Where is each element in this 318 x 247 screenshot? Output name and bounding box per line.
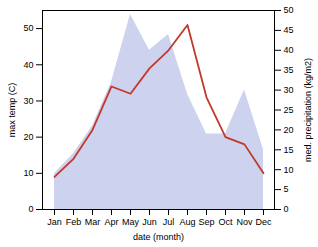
svg-text:5: 5	[284, 184, 289, 194]
svg-text:30: 30	[284, 85, 294, 95]
svg-text:40: 40	[23, 60, 33, 70]
svg-text:25: 25	[284, 105, 294, 115]
svg-text:Apr: Apr	[104, 217, 118, 227]
svg-text:Dec: Dec	[255, 217, 272, 227]
svg-text:Sep: Sep	[198, 217, 214, 227]
svg-text:15: 15	[284, 145, 294, 155]
svg-text:Nov: Nov	[236, 217, 253, 227]
svg-text:0: 0	[28, 204, 33, 214]
svg-text:Aug: Aug	[179, 217, 195, 227]
svg-text:Jul: Jul	[163, 217, 175, 227]
svg-text:40: 40	[284, 45, 294, 55]
svg-text:Feb: Feb	[66, 217, 82, 227]
svg-text:max temp (C): max temp (C)	[7, 83, 17, 138]
svg-text:Mar: Mar	[85, 217, 101, 227]
svg-text:Jun: Jun	[142, 217, 157, 227]
svg-text:50: 50	[284, 5, 294, 15]
svg-text:Oct: Oct	[218, 217, 233, 227]
svg-text:35: 35	[284, 65, 294, 75]
svg-text:med. precipitation (kg/m2): med. precipitation (kg/m2)	[303, 58, 313, 162]
svg-text:May: May	[122, 217, 140, 227]
svg-text:30: 30	[23, 96, 33, 106]
svg-text:20: 20	[284, 125, 294, 135]
svg-text:10: 10	[23, 168, 33, 178]
svg-text:45: 45	[284, 25, 294, 35]
svg-text:0: 0	[284, 204, 289, 214]
svg-text:50: 50	[23, 23, 33, 33]
svg-text:date (month): date (month)	[133, 232, 184, 242]
svg-text:10: 10	[284, 165, 294, 175]
svg-text:20: 20	[23, 132, 33, 142]
svg-text:Jan: Jan	[47, 217, 62, 227]
